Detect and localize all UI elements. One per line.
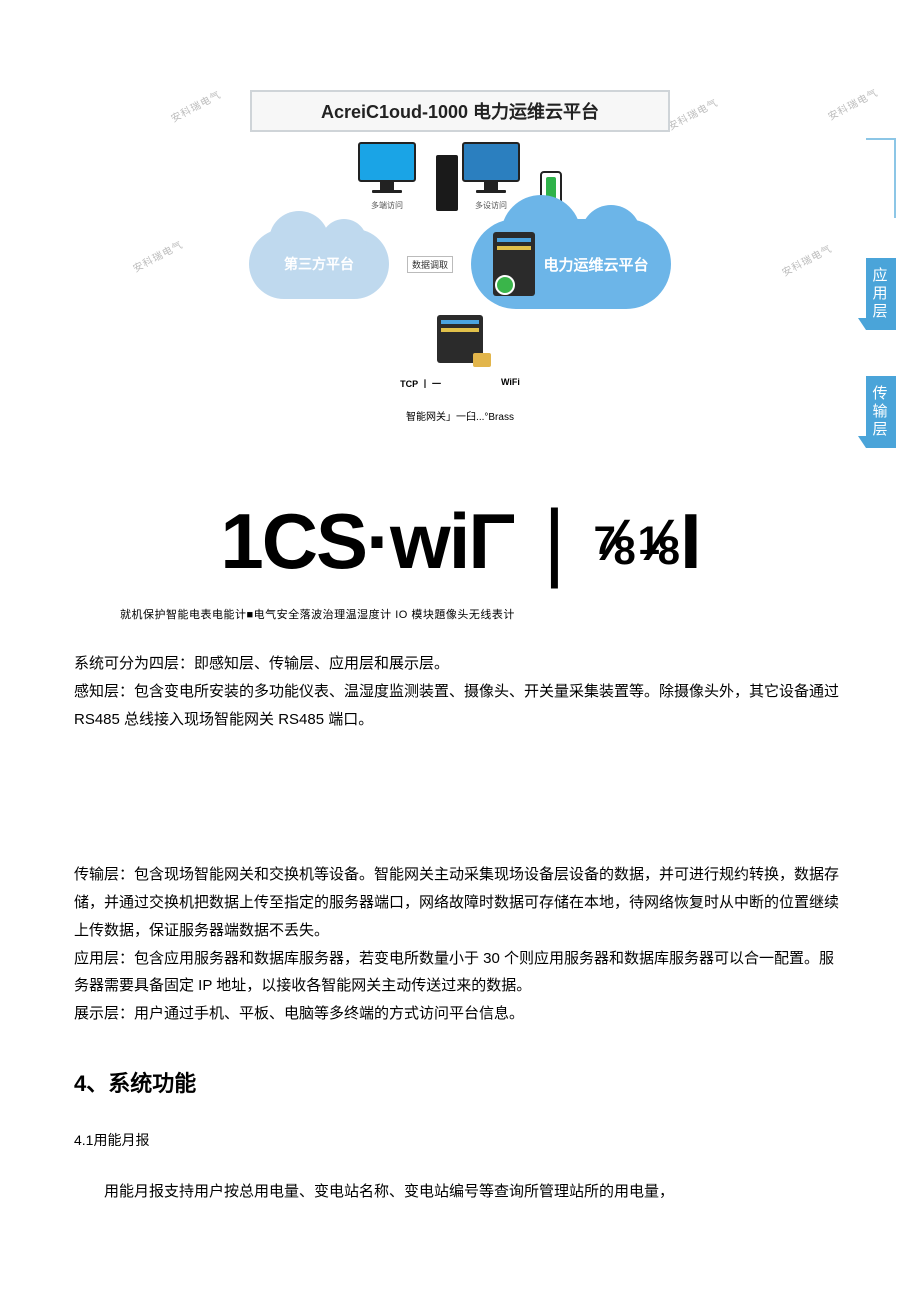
folder-icon <box>473 353 491 367</box>
watermark: 安科瑞电气 <box>130 236 186 275</box>
proto-sep: 丨 一 <box>420 379 441 389</box>
cloud-row: 第三方平台 数据调取 电力运维云平台 <box>180 219 740 309</box>
large-typography-row: 1CS·wiΓ | 7 ⁄ 8 1 ⁄ 8 I <box>0 498 920 584</box>
desktop-icon: 多设访问 <box>436 142 520 211</box>
edge-server-icon <box>437 315 483 363</box>
paragraph: 系统可分为四层：即感知层、传输层、应用层和展示层。 <box>74 650 846 678</box>
proto-tcp: TCP <box>400 379 418 389</box>
cloud-label: 电力运维云平台 <box>543 254 648 275</box>
section-heading: 4、系统功能 <box>0 1066 920 1098</box>
client-devices-row: 多端访问 多设访问 <box>180 142 740 211</box>
laptop-icon: 多端访问 <box>358 142 416 211</box>
diagram-caption: 就机保护智能电表电能计■电气安全落波治理温湿度计 IO 模块題像头无线表计 <box>120 606 920 622</box>
main-cloud: 电力运维云平台 <box>471 219 671 309</box>
big-divider: | <box>543 498 563 584</box>
subsection-heading: 4.1用能月报 <box>0 1130 920 1150</box>
watermark: 安科瑞电气 <box>825 84 881 123</box>
architecture-diagram: 安科瑞电气 安科瑞电气 安科瑞电气 安科瑞电气 安科瑞电气 应用层 传输层 Ac… <box>0 0 920 470</box>
layer-tab-transport: 传输层 <box>866 376 896 448</box>
paragraph: 感知层：包含变电所安装的多功能仪表、温湿度监测装置、摄像头、开关量采集装置等。除… <box>74 678 846 734</box>
diagram-title: AcreiC1oud-1000 电力运维云平台 <box>250 90 670 132</box>
paragraph: 传输层：包含现场智能网关和交换机等设备。智能网关主动采集现场设备层设备的数据，并… <box>74 861 846 944</box>
protocol-row: TCP 丨 一 WiFi <box>180 377 740 390</box>
fraction-2: 1 ⁄ 8 <box>638 512 678 570</box>
body-text-block-2: 传输层：包含现场智能网关和交换机等设备。智能网关主动采集现场设备层设备的数据，并… <box>0 861 920 1028</box>
third-party-cloud: 第三方平台 <box>249 229 389 299</box>
subsection-intro: 用能月报支持用户按总用电量、变电站名称、变电站编号等查询所管理站所的用电量， <box>0 1178 920 1206</box>
paragraph: 应用层：包含应用服务器和数据库服务器，若变电所数量小于 30 个则应用服务器和数… <box>74 945 846 1001</box>
proto-wifi: WiFi <box>501 377 520 390</box>
gateway-label: 智能网关」一臼...°Brass <box>180 408 740 423</box>
data-transfer-label: 数据调取 <box>407 256 453 273</box>
big-fractions: 7 ⁄ 8 1 ⁄ 8 I <box>594 502 700 580</box>
layer-connector-line <box>866 138 896 218</box>
big-text-left: 1CS·wiΓ <box>220 502 513 580</box>
body-text-block-1: 系统可分为四层：即感知层、传输层、应用层和展示层。 感知层：包含变电所安装的多功… <box>0 650 920 733</box>
layer-tab-application: 应用层 <box>866 258 896 330</box>
watermark: 安科瑞电气 <box>779 240 835 279</box>
paragraph: 展示层：用户通过手机、平板、电脑等多终端的方式访问平台信息。 <box>74 1000 846 1028</box>
device-label: 多端访问 <box>358 200 416 211</box>
big-tail: I <box>680 502 700 580</box>
layer-label: 传输层 <box>868 385 894 439</box>
globe-icon <box>495 275 515 295</box>
layer-label: 应用层 <box>868 267 894 321</box>
cloud-label: 第三方平台 <box>284 254 354 274</box>
fraction-1: 7 ⁄ 8 <box>594 512 634 570</box>
